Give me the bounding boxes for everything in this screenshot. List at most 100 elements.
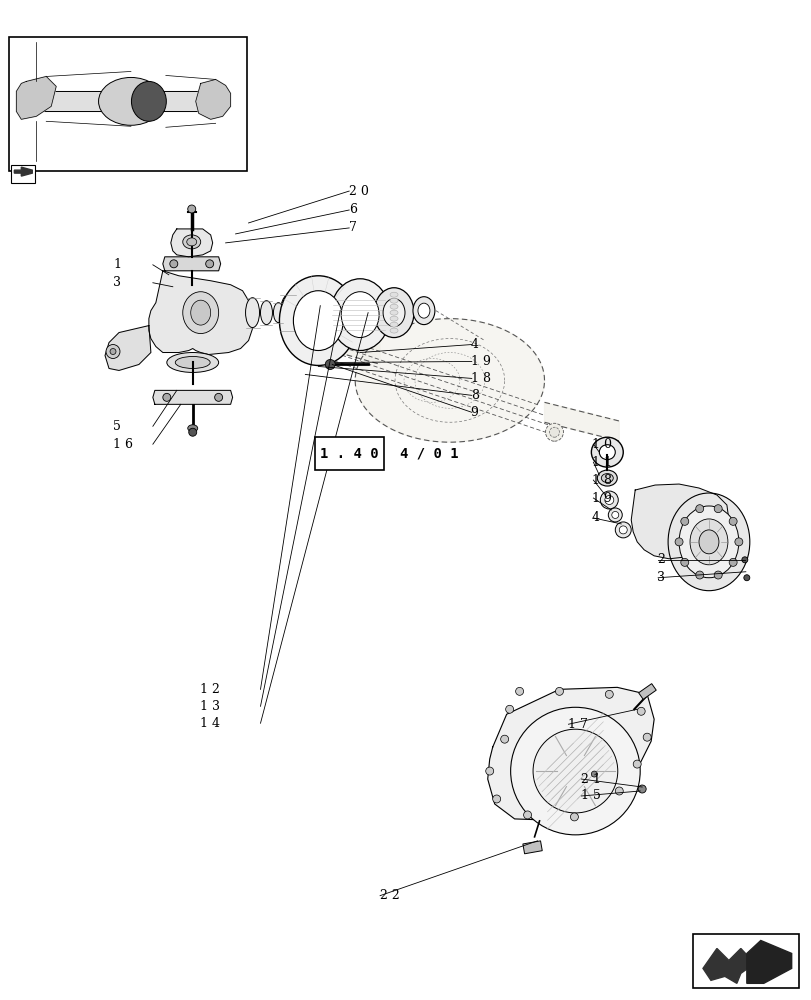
Circle shape: [163, 393, 170, 401]
Ellipse shape: [601, 474, 612, 483]
Polygon shape: [152, 390, 232, 404]
Ellipse shape: [273, 303, 283, 323]
Text: 5: 5: [113, 420, 121, 433]
Ellipse shape: [245, 298, 260, 328]
Ellipse shape: [604, 496, 613, 504]
Text: 1: 1: [113, 258, 121, 271]
Text: 1 5: 1 5: [580, 789, 600, 802]
Ellipse shape: [175, 356, 210, 368]
Text: 1 . 4 0: 1 . 4 0: [320, 447, 379, 461]
Ellipse shape: [280, 295, 296, 331]
Polygon shape: [195, 79, 230, 119]
Polygon shape: [746, 940, 791, 983]
Text: 4: 4: [591, 511, 599, 524]
Circle shape: [642, 733, 650, 741]
Circle shape: [743, 575, 749, 581]
Ellipse shape: [590, 437, 623, 467]
Polygon shape: [26, 91, 225, 111]
Circle shape: [680, 517, 688, 525]
Ellipse shape: [510, 707, 639, 835]
Polygon shape: [702, 948, 754, 983]
Polygon shape: [295, 321, 380, 364]
Text: 1 1: 1 1: [591, 456, 611, 469]
Circle shape: [695, 571, 703, 579]
Circle shape: [590, 771, 597, 777]
Ellipse shape: [166, 353, 218, 372]
Ellipse shape: [182, 292, 218, 334]
Circle shape: [106, 345, 120, 358]
Circle shape: [741, 557, 747, 563]
Polygon shape: [354, 319, 544, 442]
Ellipse shape: [611, 511, 618, 518]
Ellipse shape: [545, 423, 563, 441]
Text: 3: 3: [113, 276, 121, 289]
Ellipse shape: [131, 81, 166, 121]
Circle shape: [109, 349, 116, 354]
Polygon shape: [163, 257, 221, 271]
Text: 1 8: 1 8: [591, 474, 611, 487]
Bar: [522, 841, 542, 854]
Ellipse shape: [182, 235, 200, 249]
Text: 8: 8: [470, 389, 478, 402]
Ellipse shape: [619, 526, 626, 534]
Circle shape: [615, 787, 623, 795]
Circle shape: [523, 811, 531, 819]
Ellipse shape: [330, 279, 389, 351]
Text: 6: 6: [349, 203, 357, 216]
Ellipse shape: [667, 493, 749, 591]
Ellipse shape: [389, 316, 397, 321]
Ellipse shape: [293, 291, 343, 351]
Ellipse shape: [599, 445, 615, 460]
Ellipse shape: [599, 491, 617, 509]
Ellipse shape: [607, 508, 621, 522]
Ellipse shape: [383, 299, 405, 327]
Polygon shape: [544, 402, 619, 441]
Text: 1 4: 1 4: [200, 717, 220, 730]
Circle shape: [604, 690, 612, 698]
Circle shape: [695, 505, 703, 513]
Circle shape: [325, 359, 335, 369]
Ellipse shape: [389, 292, 397, 297]
Polygon shape: [105, 326, 151, 370]
Ellipse shape: [698, 530, 718, 554]
Ellipse shape: [689, 519, 727, 565]
Bar: [692, 934, 798, 988]
Ellipse shape: [549, 427, 559, 437]
Ellipse shape: [341, 292, 379, 338]
Ellipse shape: [615, 522, 630, 538]
Ellipse shape: [187, 238, 196, 246]
Circle shape: [728, 517, 736, 525]
Text: 2 0: 2 0: [349, 185, 369, 198]
Polygon shape: [148, 271, 252, 354]
Circle shape: [492, 795, 500, 803]
Ellipse shape: [191, 300, 210, 325]
Circle shape: [680, 558, 688, 566]
Circle shape: [205, 260, 213, 268]
Circle shape: [637, 707, 645, 715]
Ellipse shape: [597, 470, 616, 486]
Circle shape: [637, 785, 646, 793]
Ellipse shape: [389, 310, 397, 315]
Circle shape: [500, 735, 508, 743]
Circle shape: [633, 760, 641, 768]
Circle shape: [187, 205, 195, 213]
Text: 2: 2: [656, 553, 664, 566]
Text: 9: 9: [470, 406, 478, 419]
Ellipse shape: [389, 298, 397, 303]
Circle shape: [214, 393, 222, 401]
Circle shape: [714, 505, 721, 513]
Text: 1 0: 1 0: [591, 438, 611, 451]
Ellipse shape: [279, 276, 357, 365]
Circle shape: [505, 705, 513, 713]
Circle shape: [555, 687, 563, 695]
Text: 7: 7: [349, 221, 357, 234]
Text: 1 9: 1 9: [591, 492, 611, 505]
Polygon shape: [170, 229, 212, 257]
Text: 1 9: 1 9: [470, 355, 490, 368]
Polygon shape: [630, 484, 728, 559]
Circle shape: [570, 813, 577, 821]
Text: 1 3: 1 3: [200, 700, 220, 713]
Text: 1 7: 1 7: [567, 718, 587, 731]
Bar: [315, 437, 384, 470]
Text: 1 8: 1 8: [470, 372, 490, 385]
